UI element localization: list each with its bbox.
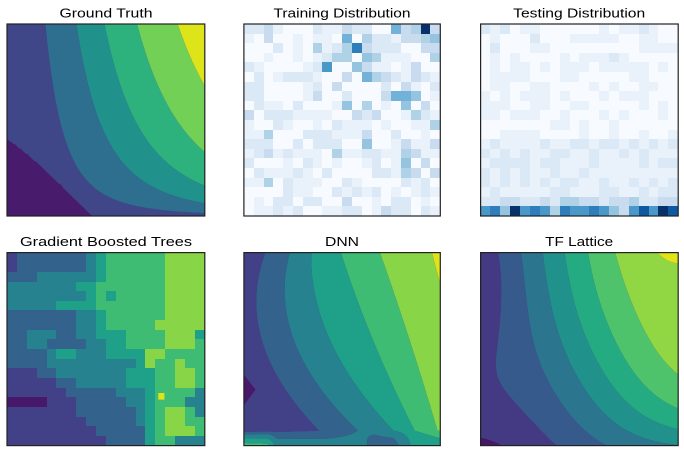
svg-text:Testing Distribution: Testing Distribution bbox=[513, 6, 645, 21]
svg-text:DNN: DNN bbox=[325, 234, 359, 249]
svg-text:Ground Truth: Ground Truth bbox=[60, 6, 153, 21]
svg-text:Gradient Boosted Trees: Gradient Boosted Trees bbox=[20, 234, 192, 249]
svg-text:TF Lattice: TF Lattice bbox=[545, 234, 613, 249]
svg-text:Training Distribution: Training Distribution bbox=[274, 6, 411, 21]
